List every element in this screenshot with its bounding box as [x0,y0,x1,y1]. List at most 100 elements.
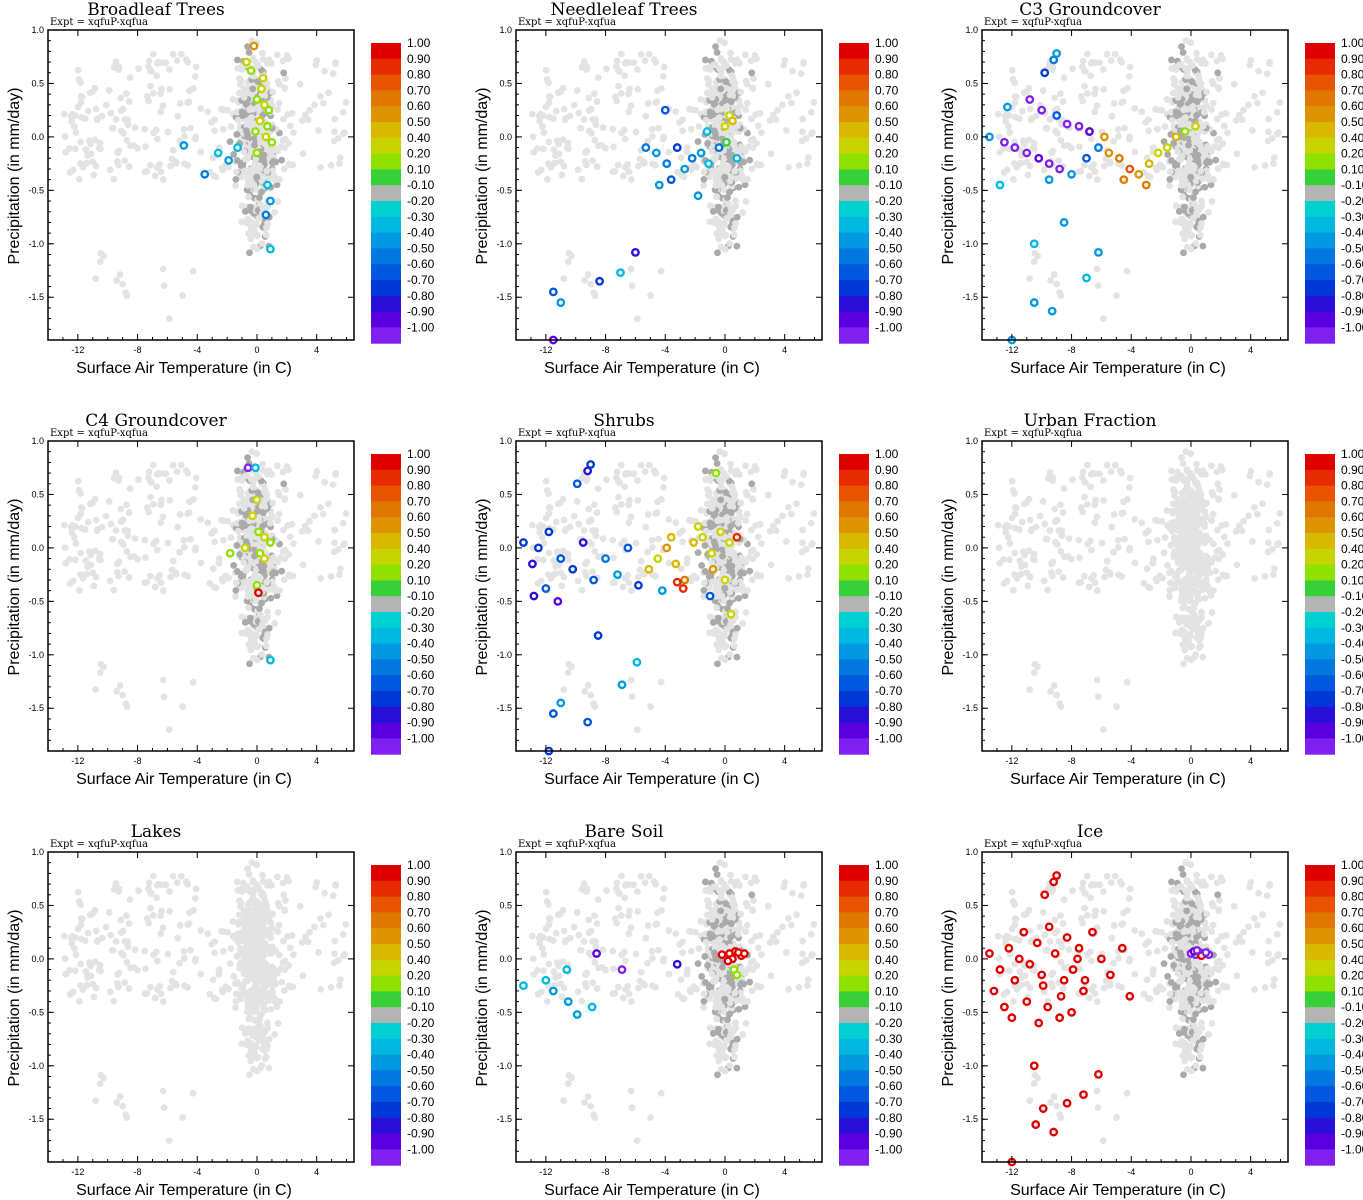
highlight-point [632,657,642,667]
scatter-point [91,136,99,144]
scatter-point [1042,535,1050,543]
colorbar-label: -0.40 [875,637,903,651]
scatter-point [156,160,164,168]
scatter-point [159,513,167,521]
scatter-point [227,534,235,541]
scatter-point [617,50,625,58]
scatter-point [1200,108,1208,116]
scatter-point [552,107,560,115]
colorbar-segment [1305,58,1335,76]
scatter-point [110,474,118,482]
highlight-point [260,554,269,563]
scatter-point [1198,197,1205,205]
scatter-point [557,158,565,166]
scatter-point [1199,175,1207,182]
scatter-point [700,182,707,189]
colorbar-label: -0.90 [1341,305,1363,319]
highlight-point [1052,111,1062,120]
scatter-point [767,561,775,569]
scatter-point [633,726,641,733]
scatter-point [74,66,82,74]
highlight-point [654,180,664,190]
scatter-point [708,504,716,512]
scatter-point [248,166,256,174]
scatter-point [69,521,76,529]
scatter-point [192,474,200,482]
scatter-point [1183,223,1191,231]
scatter-point [1006,540,1014,547]
scatter-point [1172,66,1180,73]
highlight-point [623,543,633,553]
colorbar-label: -0.20 [407,605,435,619]
scatter-point [1186,154,1194,162]
scatter-point [1168,116,1176,124]
highlight-point [257,84,266,94]
scatter-point [545,571,552,578]
scatter-point [62,148,70,156]
scatter-point [280,115,287,123]
scatter-point [748,115,755,123]
highlight-point [252,148,262,158]
scatter-point [1079,508,1087,516]
highlight-point [693,191,703,201]
scatter-point [1039,498,1047,505]
colorbar-segment [371,612,401,629]
scatter-point [1077,578,1085,586]
colorbar-segment [839,659,869,676]
scatter-point [1057,136,1065,144]
scatter-point [259,509,267,517]
highlight-point [254,588,263,598]
scatter-point [721,39,728,47]
scatter-point [658,495,665,503]
scatter-point [634,477,641,484]
scatter-point [1076,143,1083,151]
scatter-point [787,99,795,107]
scatter-point [1085,583,1093,591]
scatter-point [1008,66,1016,74]
scatter-point [106,577,114,585]
scatter-point [1093,102,1101,110]
scatter-point [537,110,544,118]
scatter-point [727,467,735,474]
scatter-point [235,89,243,97]
scatter-point [1009,176,1017,183]
scatter-point [718,559,725,567]
scatter-point [282,486,289,493]
scatter-point [721,173,728,181]
scatter-point [578,175,586,183]
scatter-point [678,172,686,180]
scatter-point [1265,128,1272,136]
scatter-point [258,599,265,607]
scatter-point [157,108,165,116]
scatter-point [739,620,747,627]
highlight-point [266,538,275,547]
scatter-point [653,98,661,106]
colorbar-label: 0.40 [875,131,899,145]
scatter-point [166,85,174,93]
scatter-point [558,582,566,590]
scatter-point [185,509,193,517]
scatter-point [219,577,227,585]
y-tick-label: -1.0 [496,239,512,249]
scatter-point [750,75,757,82]
scatter-point [263,635,270,642]
highlight-point [696,148,706,158]
scatter-point [756,520,764,528]
scatter-point [1075,536,1083,544]
scatter-point [168,155,176,163]
scatter-point [539,556,547,564]
scatter-point [1188,103,1196,111]
scatter-point [1219,551,1227,558]
scatter-point [1179,604,1186,612]
colorbar-label: -0.70 [875,273,903,287]
scatter-point [799,115,807,123]
scatter-point [724,163,732,171]
scatter-point [1200,519,1208,527]
scatter-point [152,537,160,545]
scatter-point [1182,577,1190,585]
scatter-point [552,518,560,526]
scatter-point [169,461,177,469]
scatter-point [730,231,738,239]
scatter-point [749,495,757,503]
scatter-point [190,495,197,503]
